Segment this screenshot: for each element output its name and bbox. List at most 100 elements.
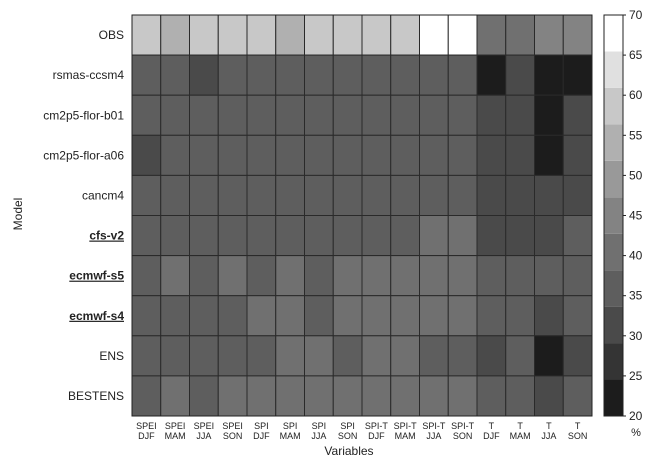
heatmap-cell	[332, 375, 363, 417]
x-tick-label: T JJA	[541, 421, 556, 441]
heatmap-cell	[505, 14, 535, 56]
heatmap-cell	[189, 134, 219, 176]
colorbar-tick-label: 25	[629, 369, 643, 383]
heatmap-cell	[332, 335, 363, 377]
heatmap-cell	[160, 14, 190, 56]
heatmap-cell	[562, 94, 593, 136]
colorbar-band	[604, 379, 623, 416]
colorbar-band	[604, 270, 623, 307]
heatmap-cell	[390, 255, 420, 297]
colorbar: 20 25 30 35 40 45 50 55 60 65 70	[603, 8, 643, 423]
heatmap-cell	[275, 134, 305, 176]
heatmap-cell	[275, 94, 305, 136]
heatmap-cell	[505, 255, 535, 297]
y-tick-label: OBS	[99, 28, 124, 42]
heatmap-cell	[505, 94, 535, 136]
x-tick-label: SPI-T SON	[451, 421, 475, 441]
x-tick-label: SPEI SON	[222, 421, 243, 441]
colorbar-band	[604, 233, 623, 271]
heatmap-cell	[419, 215, 449, 257]
heatmap-cell	[419, 295, 449, 337]
heatmap-cell	[505, 375, 535, 417]
heatmap-cell	[217, 335, 248, 377]
heatmap-cell	[419, 335, 449, 377]
heatmap-cell	[476, 335, 507, 377]
heatmap-cell	[304, 255, 334, 297]
heatmap-cell	[447, 375, 478, 417]
x-tick-label: SPI JJA	[311, 421, 326, 441]
heatmap-cell	[534, 375, 564, 417]
heatmap-cell	[246, 14, 277, 56]
heatmap-cell	[304, 54, 334, 96]
heatmap-cell	[246, 255, 277, 297]
heatmap-cell	[476, 54, 507, 96]
y-tick-label: ecmwf-s4	[69, 309, 124, 323]
y-tick-label: cancm4	[82, 188, 124, 202]
colorbar-tick-label: 35	[629, 289, 643, 303]
x-tick-label: SPI-T JJA	[422, 421, 446, 441]
heatmap-cell	[160, 255, 190, 297]
heatmap-cell	[562, 174, 593, 216]
heatmap-cell	[246, 295, 277, 337]
heatmap-cell	[304, 94, 334, 136]
heatmap-cell	[217, 54, 248, 96]
y-tick-label: BESTENS	[68, 389, 124, 403]
heatmap-cell	[332, 295, 363, 337]
heatmap-cell	[562, 255, 593, 297]
heatmap-cell	[476, 174, 507, 216]
y-tick-labels: OBS rsmas-ccsm4 cm2p5-flor-b01 cm2p5-flor-a…	[43, 28, 124, 403]
x-tick-label: T MAM	[510, 421, 531, 441]
heatmap-cell	[246, 375, 277, 417]
colorbar-tick-label: 65	[629, 48, 643, 62]
heatmap-cell	[390, 14, 420, 56]
heatmap-cell	[189, 215, 219, 257]
heatmap-cell	[246, 54, 277, 96]
colorbar-band	[604, 160, 623, 198]
heatmap-cell	[160, 375, 190, 417]
heatmap-cell	[131, 215, 162, 257]
heatmap-cell	[217, 215, 248, 257]
heatmap-cell	[447, 174, 478, 216]
heatmap-cell	[361, 335, 392, 377]
heatmap-cell	[562, 335, 593, 377]
heatmap-cell	[390, 335, 420, 377]
heatmap-cell	[160, 295, 190, 337]
heatmap-cell	[447, 14, 478, 56]
heatmap-cell	[332, 14, 363, 56]
heatmap-cell	[562, 14, 593, 56]
y-tick-label: cm2p5-flor-a06	[43, 148, 124, 162]
y-tick-label: cfs-v2	[89, 229, 124, 243]
heatmap-cell	[361, 94, 392, 136]
heatmap-cell	[419, 54, 449, 96]
heatmap-cell	[534, 335, 564, 377]
heatmap-cell	[332, 174, 363, 216]
heatmap-cell	[217, 14, 248, 56]
heatmap-cell	[419, 375, 449, 417]
heatmap-cell	[447, 335, 478, 377]
colorbar-tick-label: 60	[629, 88, 643, 102]
colorbar-tick-label: 20	[629, 409, 643, 423]
y-tick-label: ecmwf-s5	[69, 269, 124, 283]
heatmap-cell	[304, 375, 334, 417]
plot-frame	[131, 14, 593, 417]
heatmap-cell	[189, 94, 219, 136]
heatmap-cell	[505, 54, 535, 96]
x-tick-label: SPI MAM	[280, 421, 301, 441]
heatmap-cell	[131, 295, 162, 337]
heatmap-cell	[505, 215, 535, 257]
heatmap-cell	[304, 134, 334, 176]
heatmap-cell	[534, 14, 564, 56]
heatmap-cell	[189, 54, 219, 96]
heatmap-cell	[534, 255, 564, 297]
colorbar-band	[604, 197, 623, 234]
heatmap-cell	[304, 295, 334, 337]
heatmap-cell	[361, 215, 392, 257]
heatmap-cell	[562, 215, 593, 257]
heatmap-cell	[131, 14, 162, 56]
heatmap-cell	[390, 295, 420, 337]
heatmap-cell	[390, 375, 420, 417]
colorbar-tick-label: 45	[629, 209, 643, 223]
heatmap-cell	[217, 134, 248, 176]
heatmap-cell	[476, 255, 507, 297]
heatmap-cell	[217, 174, 248, 216]
